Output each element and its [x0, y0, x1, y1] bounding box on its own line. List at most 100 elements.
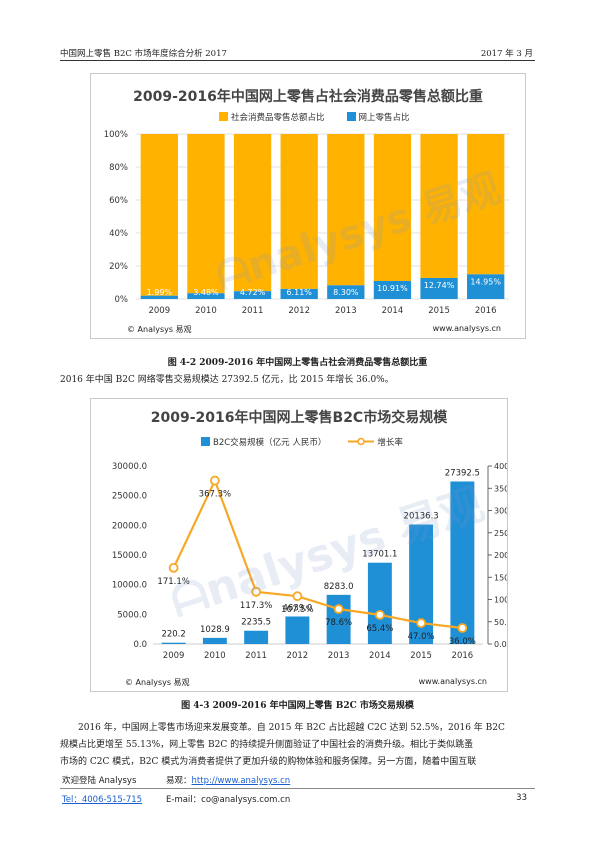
footer-email: E-mail：co@analysys.com.cn [166, 795, 291, 805]
y-left-tick-label: 30000.0 [112, 462, 147, 472]
data-label: 3.48% [193, 288, 219, 297]
x-tick-label: 2015 [428, 306, 450, 316]
legend-swatch-blue [346, 112, 356, 121]
bar-online-share [373, 280, 412, 299]
chart1-title: 2009-2016年中国网上零售占社会消费品零售总额比重 [133, 89, 483, 105]
data-label: 14.95% [470, 277, 501, 286]
growth-data-label: 367.3% [199, 490, 231, 500]
bar-online-share [327, 285, 365, 299]
bar-total-share [187, 134, 225, 294]
growth-point [374, 609, 385, 620]
growth-data-label: 47.0% [408, 632, 435, 642]
y-tick-label: 80% [109, 163, 128, 173]
growth-rate-line [172, 477, 463, 630]
chart2-legend: B2C交易规模（亿元 人民币） 增长率 [201, 436, 403, 448]
x-tick-label: 2013 [335, 306, 357, 316]
y-right-tick-label: 100.0% [494, 596, 507, 605]
legend-swatch-orange [219, 112, 228, 121]
growth-data-label: 65.4% [366, 624, 393, 634]
chart2-legend-item-growth: 增长率 [348, 436, 403, 448]
data-label: 8.30% [333, 288, 359, 297]
growth-data-label: 171.1% [157, 577, 189, 587]
bar-total-share [140, 134, 178, 296]
data-label: 1.99% [147, 288, 173, 297]
legend-swatch-blue [201, 437, 210, 446]
bar-total-share [420, 134, 458, 278]
growth-data-label: 36.0% [449, 637, 476, 647]
bar-data-label: 8283.0 [324, 582, 354, 592]
chart2-legend-label-growth: 增长率 [377, 438, 403, 448]
y-right-tick-label: 50.0% [494, 618, 507, 627]
bar-b2c-scale [450, 481, 475, 644]
bar-data-label: 13701.1 [362, 550, 397, 560]
x-tick-label: 2016 [475, 306, 497, 316]
x-tick-label: 2015 [410, 651, 432, 661]
header-date: 2017 年 3 月 [480, 49, 533, 59]
chart2-copyright: © Analysys 易观 [125, 678, 190, 687]
bar-data-label: 4639.0 [283, 603, 313, 613]
chart2-plot: 0.0 5000.0 10000.0 15000.0 20000.0 25000.0 300… [112, 462, 507, 661]
y-right-tick-label: 200.0% [494, 551, 507, 560]
y-tick-label: 20% [109, 262, 128, 272]
y-right-tick-label: 300.0% [494, 507, 507, 516]
y-left-tick-label: 25000.0 [112, 492, 147, 502]
footer-welcome: 欢迎登陆 Analysys [62, 776, 137, 786]
bar-data-label: 220.2 [161, 630, 185, 640]
footer-divider [60, 788, 535, 789]
x-tick-label: 2010 [195, 306, 217, 316]
chart2-caption: 图 4-3 2009-2016 年中国网上零售 B2C 市场交易规模 [181, 701, 414, 711]
footer-url-link[interactable]: http://www.analysys.cn [191, 776, 291, 786]
growth-data-label: 117.3% [240, 601, 272, 611]
chart1-plot: 0% 20% 40% 60% 80% 100% 1.99% 2009 3.48% 2010 4.72… [104, 130, 509, 316]
y-left-tick-label: 10000.0 [112, 581, 147, 591]
bar-total-share [327, 134, 365, 286]
bar-online-share [467, 274, 505, 299]
bar-b2c-scale [244, 630, 269, 644]
x-tick-label: 2016 [452, 651, 474, 661]
y-tick-label: 100% [104, 130, 128, 140]
y-left-tick-label: 15000.0 [112, 551, 147, 561]
bar-online-share [187, 293, 225, 299]
y-tick-label: 40% [109, 229, 128, 239]
x-tick-label: 2012 [288, 306, 310, 316]
x-tick-label: 2013 [328, 651, 350, 661]
chart1-legend-item-online: 网上零售占比 [346, 111, 410, 123]
growth-data-label: 78.6% [325, 618, 352, 628]
x-tick-label: 2010 [204, 651, 226, 661]
bar-b2c-scale [285, 616, 310, 644]
x-tick-label: 2012 [287, 651, 309, 661]
bar-total-share [373, 134, 412, 281]
x-tick-label: 2009 [148, 306, 170, 316]
x-tick-label: 2011 [242, 306, 264, 316]
chart2-container: 2009-2016年中国网上零售B2C市场交易规模 B2C交易规模（亿元 人民币… [90, 398, 508, 692]
footer-site: 易观：http://www.analysys.cn [166, 774, 290, 786]
y-right-tick-label: 0.0% [494, 640, 507, 649]
growth-point [416, 618, 427, 628]
chart1-copyright: © Analysys 易观 [127, 325, 192, 334]
y-right-tick-label: 250.0% [494, 529, 507, 538]
bar-b2c-scale [367, 562, 392, 644]
bar-b2c-scale [161, 642, 186, 644]
chart1-container: 2009-2016年中国网上零售占社会消费品零售总额比重 社会消费品零售总额占比… [90, 73, 526, 339]
growth-point [292, 591, 303, 602]
chart2-legend-item-scale: B2C交易规模（亿元 人民币） [201, 436, 326, 448]
chart1-legend: 社会消费品零售总额占比 网上零售占比 [219, 111, 410, 123]
data-label: 6.11% [286, 288, 312, 297]
bar-data-label: 20136.3 [404, 512, 439, 522]
chart1-caption: 图 4-2 2009-2016 年中国网上零售占社会消费品零售总额比重 [167, 358, 428, 368]
bar-total-share [467, 134, 505, 275]
page-number: 33 [516, 793, 527, 803]
footer-tel-link[interactable]: Tel：4006-515-715 [62, 795, 143, 805]
bar-b2c-scale [409, 524, 434, 644]
y-tick-label: 60% [109, 196, 128, 206]
growth-point [168, 562, 179, 573]
chart1-legend-item-total: 社会消费品零售总额占比 [219, 111, 325, 123]
growth-point [457, 623, 468, 633]
bar-total-share [280, 134, 318, 289]
data-label: 4.72% [240, 288, 266, 297]
bar-data-label: 2235.5 [241, 618, 271, 628]
chart1-legend-label-total: 社会消费品零售总额占比 [231, 113, 325, 123]
x-tick-label: 2009 [163, 651, 185, 661]
data-label: 10.91% [377, 284, 408, 293]
growth-point [333, 604, 344, 614]
